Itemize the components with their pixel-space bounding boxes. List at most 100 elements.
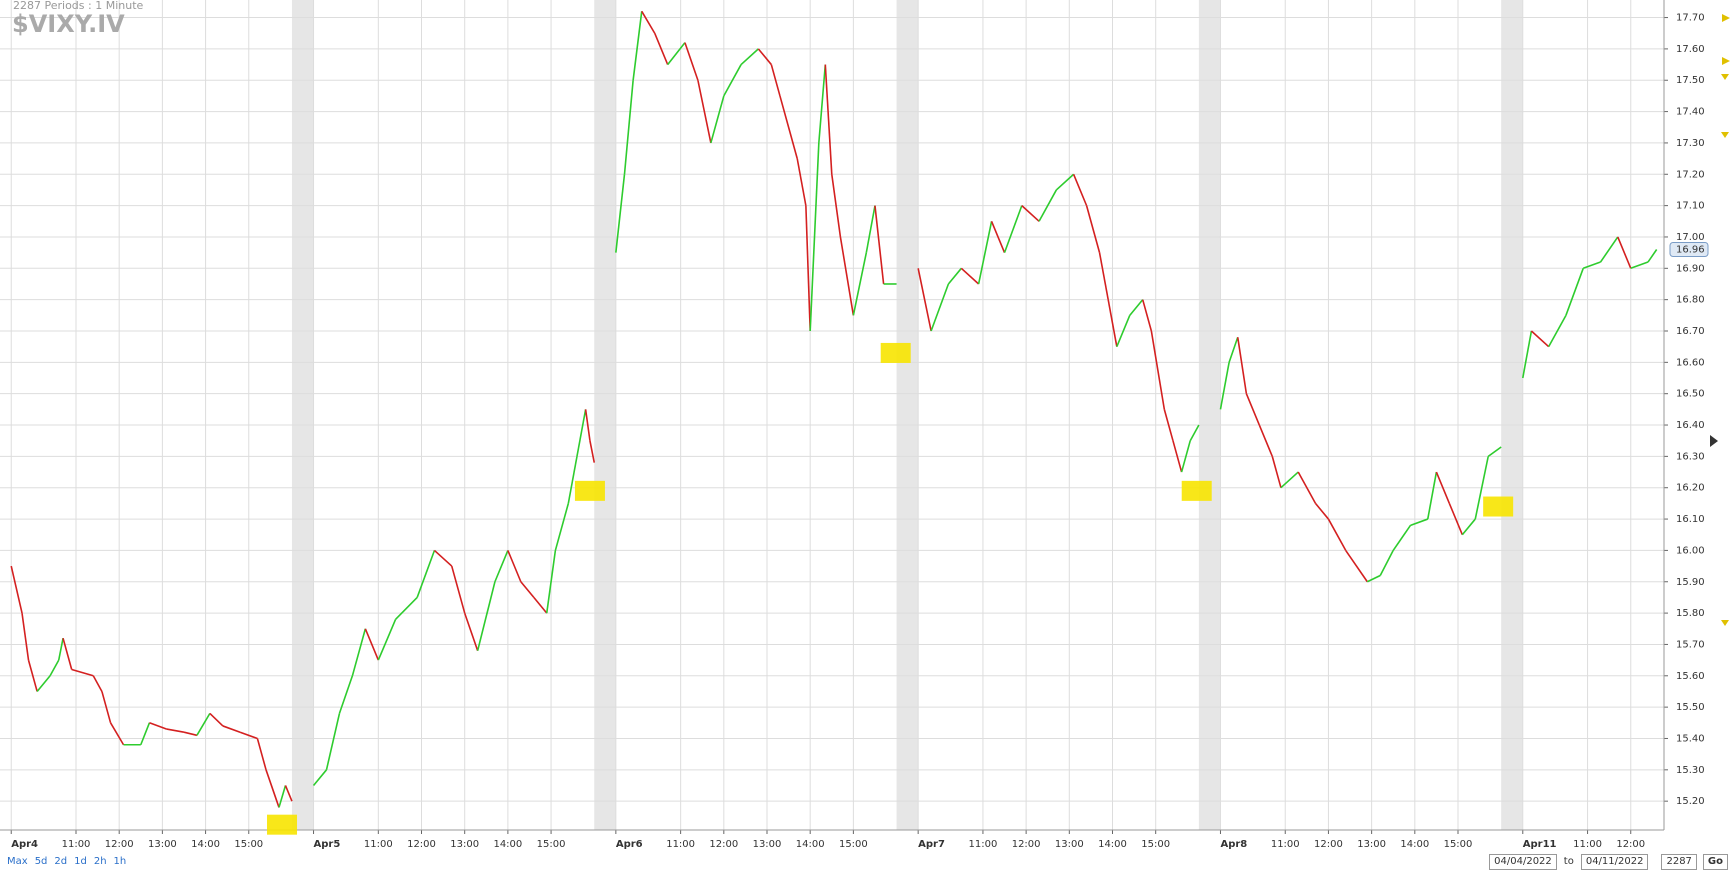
price-segment: [351, 628, 367, 676]
price-segment: [1366, 574, 1381, 583]
price-segment: [278, 785, 287, 808]
price-segment: [796, 158, 807, 206]
periods-label: 2287 Periods : 1 Minute: [13, 0, 144, 12]
x-tick-label: 13:00: [148, 839, 177, 850]
x-tick-label: 11:00: [62, 839, 91, 850]
price-segment: [1426, 471, 1438, 520]
y-tick-label: 15.40: [1676, 733, 1705, 744]
price-segment: [364, 628, 380, 661]
x-tick-label: 12:00: [1012, 839, 1041, 850]
range-link[interactable]: 1d: [74, 856, 87, 867]
marker-icon: [1722, 57, 1730, 65]
price-segment: [1021, 205, 1040, 222]
price-segment: [1521, 330, 1533, 379]
y-tick-label: 16.70: [1676, 326, 1705, 337]
price-segment: [494, 550, 509, 583]
price-segment: [416, 550, 436, 598]
price-segment: [1314, 502, 1330, 520]
background-layer: [0, 0, 1664, 830]
session-gap: [1198, 0, 1221, 830]
go-button[interactable]: Go: [1702, 853, 1728, 870]
price-segment: [1599, 236, 1619, 263]
price-segment: [1141, 299, 1153, 332]
x-tick-label: 13:00: [753, 839, 782, 850]
x-tick-label: 14:00: [1400, 839, 1429, 850]
y-tick-label: 17.20: [1676, 169, 1705, 180]
x-tick-label: 15:00: [1444, 839, 1473, 850]
from-date[interactable]: 04/04/2022: [1489, 853, 1557, 870]
price-segment: [1392, 524, 1412, 551]
price-segment: [1327, 518, 1347, 551]
price-segment: [222, 725, 241, 733]
price-segment: [779, 95, 799, 159]
x-tick-label: 15:00: [839, 839, 868, 850]
x-tick-label: 13:00: [1357, 839, 1386, 850]
price-segment: [977, 221, 993, 285]
y-tick-label: 15.50: [1676, 702, 1705, 713]
price-segment: [1055, 173, 1075, 191]
scroll-handle[interactable]: [1710, 435, 1718, 447]
price-segment: [1547, 314, 1567, 348]
price-segment: [284, 785, 293, 802]
x-tick-label: 14:00: [1098, 839, 1127, 850]
y-tick-label: 17.70: [1676, 13, 1705, 24]
price-segment: [839, 236, 855, 316]
range-link[interactable]: Max: [7, 856, 28, 867]
y-tick-label: 16.80: [1676, 295, 1705, 306]
x-tick-label: 12:00: [709, 839, 738, 850]
price-segment: [1448, 503, 1464, 536]
marker-icon: [1721, 132, 1729, 138]
price-segment: [1280, 471, 1299, 489]
price-segment: [990, 220, 1006, 253]
x-tick-label: 12:00: [1314, 839, 1343, 850]
price-segment: [140, 722, 151, 746]
price-segment: [930, 283, 950, 332]
price-segment: [824, 64, 833, 175]
y-tick-label: 17.00: [1676, 232, 1705, 243]
x-tick-label: 12:00: [1616, 839, 1645, 850]
price-segment: [1038, 189, 1058, 222]
to-label: to: [1563, 856, 1574, 867]
price-segment: [632, 11, 643, 81]
price-segment: [1245, 393, 1261, 426]
price-segment: [338, 675, 354, 714]
y-tick-label: 15.30: [1676, 765, 1705, 776]
price-segment: [92, 675, 103, 692]
price-segment: [667, 42, 686, 66]
toolbar: Max 5d 2d 1d 2h 1h 04/04/2022 to 04/11/2022 2…: [0, 852, 1734, 871]
price-segment: [256, 738, 267, 771]
y-tick-label: 16.50: [1676, 389, 1705, 400]
price-segment: [1072, 173, 1088, 206]
price-segment: [149, 722, 167, 730]
price-segment: [27, 659, 38, 692]
range-link[interactable]: 2h: [93, 856, 107, 867]
price-segment: [1150, 330, 1166, 410]
price-segment: [723, 64, 742, 97]
price-segment: [10, 565, 23, 614]
y-tick-label: 15.70: [1676, 639, 1705, 650]
x-tick-label: 15:00: [234, 839, 263, 850]
price-segment: [520, 581, 535, 598]
price-segment: [684, 42, 699, 81]
y-tick-label: 15.90: [1676, 577, 1705, 588]
price-segment: [852, 252, 868, 316]
range-link[interactable]: 2d: [54, 856, 68, 867]
price-segment: [1219, 362, 1230, 410]
x-tick-label: 15:00: [537, 839, 566, 850]
count-input[interactable]: 2287: [1661, 853, 1697, 870]
x-tick-label: 11:00: [1573, 839, 1602, 850]
price-segment: [1129, 299, 1144, 316]
price-segment: [1474, 456, 1490, 520]
price-segment: [1530, 330, 1550, 348]
price-segment: [377, 619, 397, 661]
range-link[interactable]: 1h: [113, 856, 127, 867]
price-segment: [1461, 518, 1476, 536]
price-segment: [325, 713, 341, 770]
x-tick-label: Apr6: [616, 839, 643, 850]
y-tick-label: 17.40: [1676, 107, 1705, 118]
y-tick-label: 16.10: [1676, 514, 1705, 525]
to-date[interactable]: 04/11/2022: [1580, 853, 1649, 870]
range-link[interactable]: 5d: [34, 856, 48, 867]
price-segment: [589, 440, 596, 463]
